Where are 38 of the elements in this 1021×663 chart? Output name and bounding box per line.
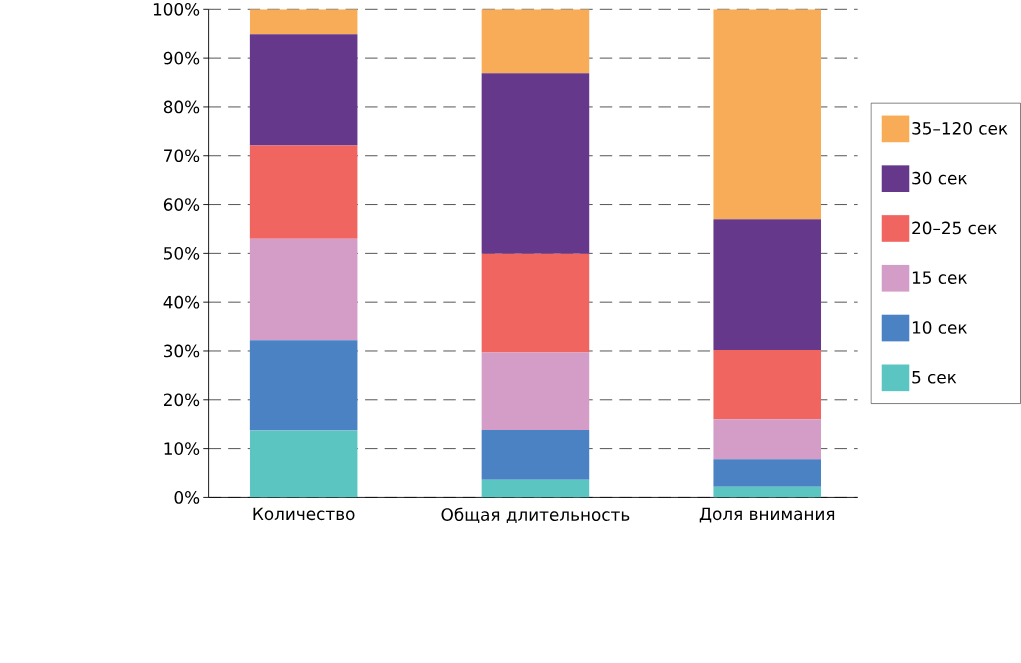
bar <box>481 253 590 353</box>
y-tick-label: 30% <box>164 344 200 358</box>
y-tick-label: 50% <box>164 246 200 260</box>
y-tick-label: 70% <box>164 149 200 162</box>
legend-label: 30 сек <box>912 171 967 185</box>
bar <box>713 219 822 350</box>
y-tick-label: 20% <box>163 393 200 406</box>
x-tick-label: Доля внимания <box>699 507 835 523</box>
y-tick-label: 0% <box>174 490 200 504</box>
bar <box>713 419 822 460</box>
legend-label: 20–25 сек <box>912 221 997 235</box>
bar <box>481 352 590 430</box>
bar <box>713 486 822 498</box>
legend-label: 15 сек <box>912 271 967 284</box>
bar <box>249 238 358 341</box>
bar <box>481 9 590 74</box>
y-tick-label: 40% <box>163 295 200 309</box>
bar <box>249 340 358 431</box>
bar <box>713 459 822 487</box>
y-tick-label: 10% <box>164 442 200 455</box>
bar <box>713 9 822 220</box>
bar <box>249 9 358 35</box>
bar <box>249 430 358 498</box>
y-tick-label: 100% <box>153 2 200 16</box>
bar <box>481 479 590 498</box>
bar <box>249 145 358 239</box>
x-tick-label: Общая длительность <box>441 507 630 523</box>
y-tick-label: 60% <box>163 198 200 211</box>
x-tick-label: Количество <box>253 507 355 520</box>
bar <box>713 349 822 420</box>
legend-label: 10 сек <box>912 320 967 334</box>
bar <box>249 34 358 146</box>
legend-label: 35–120 сек <box>912 121 1008 135</box>
bar <box>481 429 590 480</box>
y-tick-label: 80% <box>163 100 200 114</box>
legend-label: 5 сек <box>912 370 957 384</box>
y-tick-label: 90% <box>163 51 200 65</box>
bar <box>481 73 590 254</box>
